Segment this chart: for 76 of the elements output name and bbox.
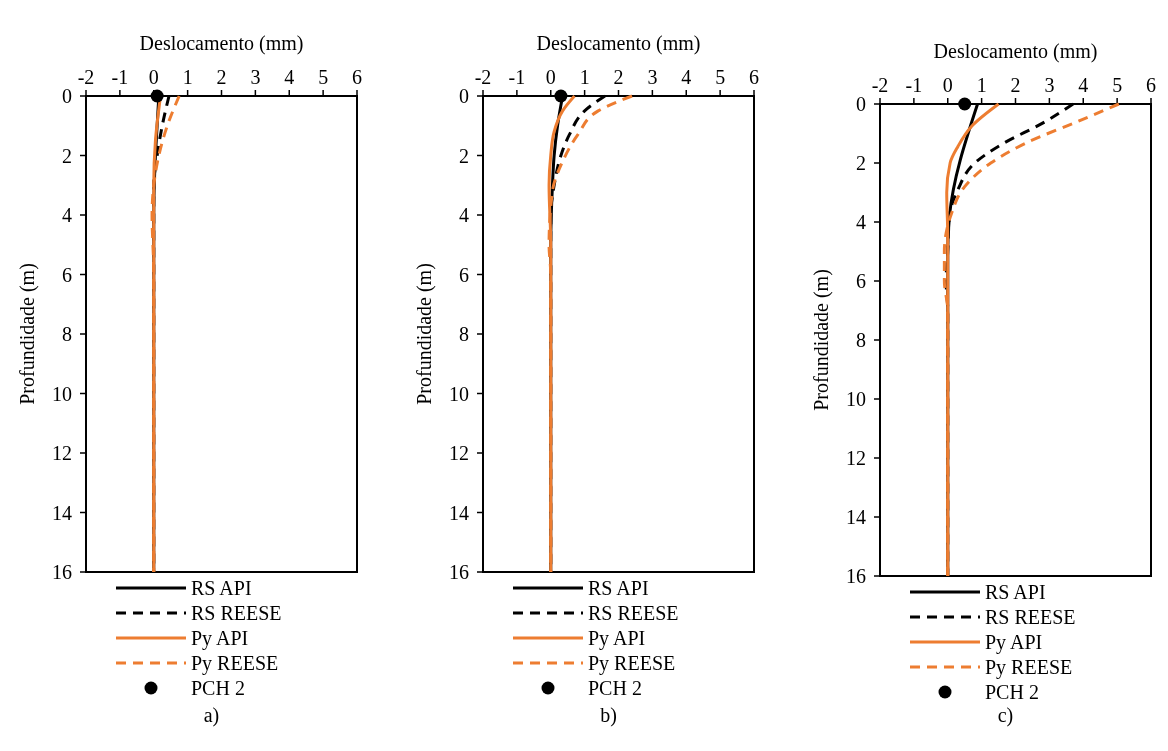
y-tick-label: 16 <box>449 561 469 583</box>
x-tick-label: -2 <box>77 66 95 88</box>
legend-label: RS REESE <box>191 602 282 624</box>
y-tick-label: 2 <box>856 152 866 174</box>
x-tick-label: 1 <box>976 74 987 96</box>
y-tick-label: 10 <box>846 388 866 410</box>
y-tick-label: 8 <box>459 323 469 345</box>
x-tick-label: 6 <box>1146 74 1156 96</box>
legend-label: Py API <box>588 627 646 650</box>
x-tick-label: 1 <box>579 66 590 88</box>
x-axis-title: Deslocamento (mm) <box>139 32 304 55</box>
x-tick-label: 3 <box>250 66 261 88</box>
y-axis-title: Profundidade (m) <box>413 263 436 405</box>
y-axis-title: Profundidade (m) <box>810 269 833 411</box>
legend-label: RS REESE <box>985 606 1076 628</box>
y-tick-label: 0 <box>856 93 866 115</box>
x-tick-label: 6 <box>352 66 362 88</box>
y-tick-label: 12 <box>449 442 469 464</box>
x-tick-label: -1 <box>508 66 526 88</box>
y-tick-label: 14 <box>846 506 866 528</box>
text: b) <box>600 704 617 727</box>
x-tick-label: 5 <box>715 66 726 88</box>
x-tick-label: 4 <box>284 66 295 88</box>
y-tick-label: 10 <box>449 382 469 405</box>
text: a) <box>203 704 220 727</box>
y-tick-label: 14 <box>52 501 72 524</box>
x-tick-label: 0 <box>148 66 159 88</box>
y-tick-label: 4 <box>459 204 469 226</box>
x-tick-label: 3 <box>1044 74 1055 96</box>
y-tick-label: 16 <box>52 561 72 583</box>
legend-label: RS REESE <box>588 602 679 624</box>
y-tick-label: 8 <box>62 323 72 345</box>
legend-label: RS API <box>191 577 252 599</box>
y-tick-label: 2 <box>459 144 469 167</box>
x-tick-label: 2 <box>1010 74 1021 96</box>
x-axis-title: Deslocamento (mm) <box>536 32 701 55</box>
y-tick-label: 8 <box>856 329 866 351</box>
y-tick-label: 2 <box>62 144 72 167</box>
x-tick-label: -2 <box>871 74 889 96</box>
x-tick-label: 2 <box>613 66 624 88</box>
legend-label: PCH 2 <box>588 677 642 699</box>
legend-label: RS API <box>985 581 1046 603</box>
x-tick-label: -2 <box>474 66 492 88</box>
x-tick-label: 1 <box>182 66 193 88</box>
x-tick-label: 3 <box>647 66 658 88</box>
x-axis-title: Deslocamento (mm) <box>933 40 1098 63</box>
x-tick-label: 4 <box>1078 74 1089 96</box>
x-tick-label: 0 <box>942 74 953 96</box>
y-tick-label: 12 <box>52 442 72 464</box>
legend-label: Py REESE <box>588 652 676 675</box>
x-tick-label: 6 <box>749 66 759 88</box>
legend-label: PCH 2 <box>985 681 1039 703</box>
y-tick-label: 6 <box>459 263 469 286</box>
x-tick-label: 4 <box>681 66 692 88</box>
legend-label: Py API <box>985 631 1043 654</box>
y-tick-label: 12 <box>846 447 866 469</box>
x-tick-label: 5 <box>318 66 329 88</box>
x-tick-label: -1 <box>905 74 923 96</box>
y-tick-label: 6 <box>62 263 72 286</box>
legend-label: PCH 2 <box>191 677 245 699</box>
x-tick-label: 0 <box>545 66 556 88</box>
y-tick-label: 14 <box>449 501 469 524</box>
y-tick-label: 4 <box>62 204 72 226</box>
y-tick-label: 6 <box>856 270 866 292</box>
legend-label: RS API <box>588 577 649 599</box>
y-axis-title: Profundidade (m) <box>16 263 39 405</box>
y-tick-label: 4 <box>856 211 866 233</box>
text: c) <box>997 704 1014 727</box>
x-tick-label: 5 <box>1112 74 1123 96</box>
x-tick-label: -1 <box>111 66 129 88</box>
legend-label: Py REESE <box>191 652 279 675</box>
x-tick-label: 2 <box>216 66 227 88</box>
y-tick-label: 10 <box>52 382 72 405</box>
legend-label: Py API <box>191 627 249 650</box>
legend-label: Py REESE <box>985 656 1073 679</box>
y-tick-label: 16 <box>846 565 866 587</box>
